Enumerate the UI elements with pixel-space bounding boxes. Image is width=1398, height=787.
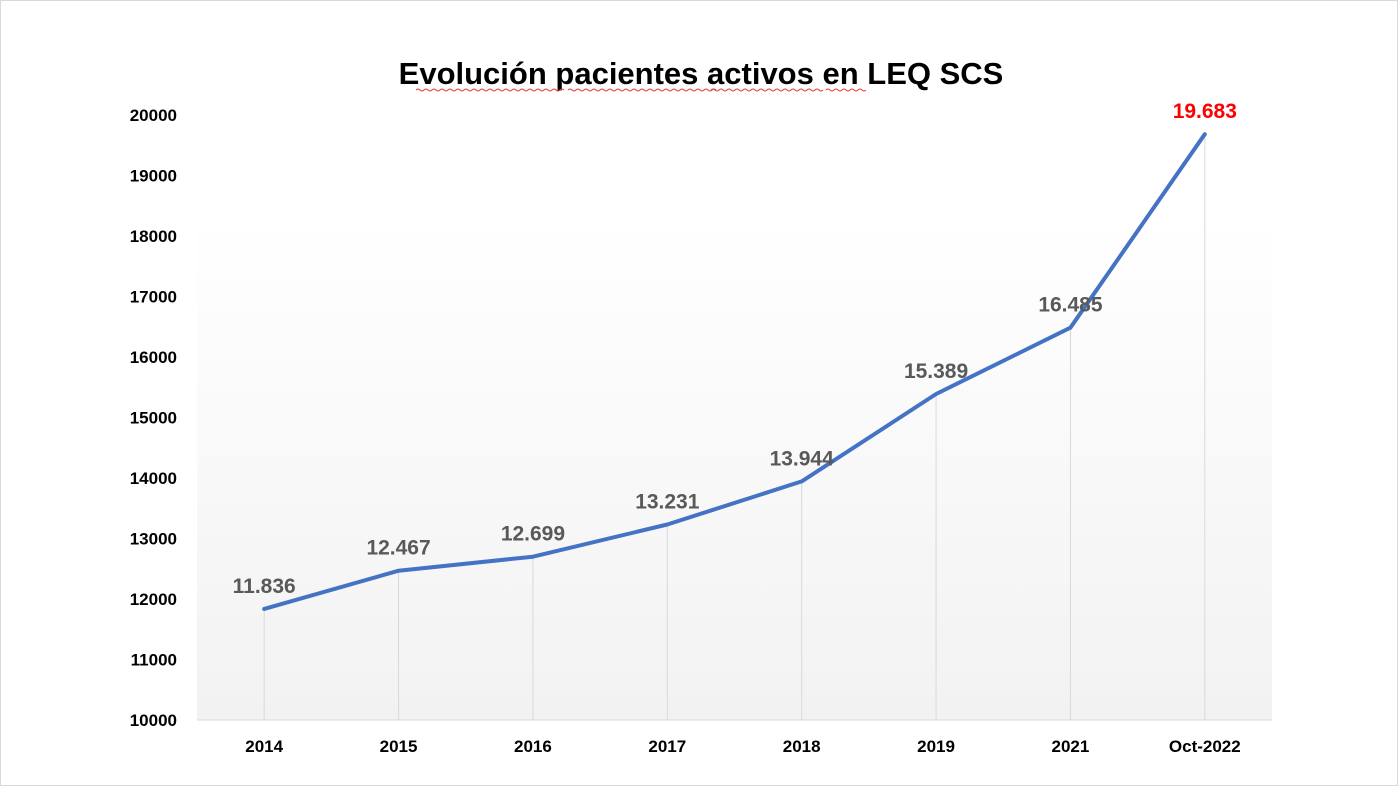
y-tick-label: 15000 bbox=[130, 409, 177, 428]
y-tick-label: 13000 bbox=[130, 530, 177, 549]
x-tick-label: 2018 bbox=[783, 737, 821, 756]
data-label: 13.944 bbox=[770, 447, 835, 470]
spellcheck-underline bbox=[710, 88, 824, 92]
series-line bbox=[262, 132, 1207, 611]
y-tick-label: 16000 bbox=[130, 348, 177, 367]
x-tick-label: 2014 bbox=[245, 737, 283, 756]
spellcheck-underline bbox=[415, 88, 565, 92]
y-tick-label: 19000 bbox=[130, 167, 177, 186]
x-tick-label: 2015 bbox=[380, 737, 418, 756]
y-axis: 10000 11000 12000 13000 14000 15000 16000 17000… bbox=[130, 106, 177, 730]
y-tick-label: 11000 bbox=[131, 651, 177, 670]
x-tick-label: 2019 bbox=[917, 737, 955, 756]
y-tick-label: 18000 bbox=[130, 227, 177, 246]
x-tick-label: 2017 bbox=[648, 737, 686, 756]
data-label: 19.683 bbox=[1173, 100, 1237, 123]
data-label: 13.231 bbox=[635, 491, 700, 514]
x-axis: 2014 2015 2016 2017 2018 2019 2021 Oct-2022 bbox=[245, 737, 1240, 756]
data-labels: 11.836 12.467 12.699 13.231 13.944 15.389 16.4… bbox=[233, 100, 1237, 598]
drop-lines bbox=[263, 134, 1206, 720]
chart-title: Evolución pacientes activos en LEQ SCS bbox=[399, 56, 1004, 91]
x-tick-label: 2016 bbox=[514, 737, 552, 756]
data-label: 11.836 bbox=[233, 575, 296, 598]
y-tick-label: 20000 bbox=[130, 106, 177, 125]
y-tick-label: 17000 bbox=[130, 288, 177, 307]
data-label: 12.467 bbox=[366, 537, 430, 560]
spellcheck-underline bbox=[567, 88, 717, 92]
data-label: 16.485 bbox=[1038, 294, 1103, 317]
y-tick-label: 10000 bbox=[130, 711, 177, 730]
data-label: 12.699 bbox=[501, 523, 565, 546]
data-label: 15.389 bbox=[904, 360, 968, 383]
y-tick-label: 12000 bbox=[130, 590, 177, 609]
y-tick-label: 14000 bbox=[130, 469, 177, 488]
x-tick-label: 2021 bbox=[1052, 737, 1090, 756]
spellcheck-underline bbox=[825, 88, 867, 92]
plot-area-background bbox=[197, 216, 1272, 720]
x-tick-label: Oct-2022 bbox=[1169, 737, 1241, 756]
